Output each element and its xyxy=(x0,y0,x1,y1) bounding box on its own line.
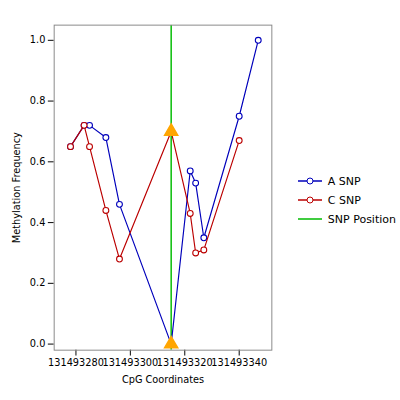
svg-text:0.4: 0.4 xyxy=(30,216,46,227)
svg-text:0.8: 0.8 xyxy=(30,95,46,106)
svg-text:Methylation Frequency: Methylation Frequency xyxy=(11,132,22,243)
html-text:C SNP: C SNP xyxy=(327,193,361,207)
html-text:SNP Position: SNP Position xyxy=(327,212,396,226)
svg-text:131493280: 131493280 xyxy=(48,357,104,368)
svg-text:0.6: 0.6 xyxy=(30,156,46,167)
html-text:A SNP: A SNP xyxy=(327,174,361,188)
svg-text:131493320: 131493320 xyxy=(157,357,213,368)
svg-text:131493300: 131493300 xyxy=(102,357,158,368)
svg-text:131493340: 131493340 xyxy=(211,357,267,368)
svg-text:1.0: 1.0 xyxy=(30,34,46,45)
svg-text:0.2: 0.2 xyxy=(30,277,46,288)
svg-text:0.0: 0.0 xyxy=(30,338,46,349)
svg-text:CpG Coordinates: CpG Coordinates xyxy=(122,374,204,385)
